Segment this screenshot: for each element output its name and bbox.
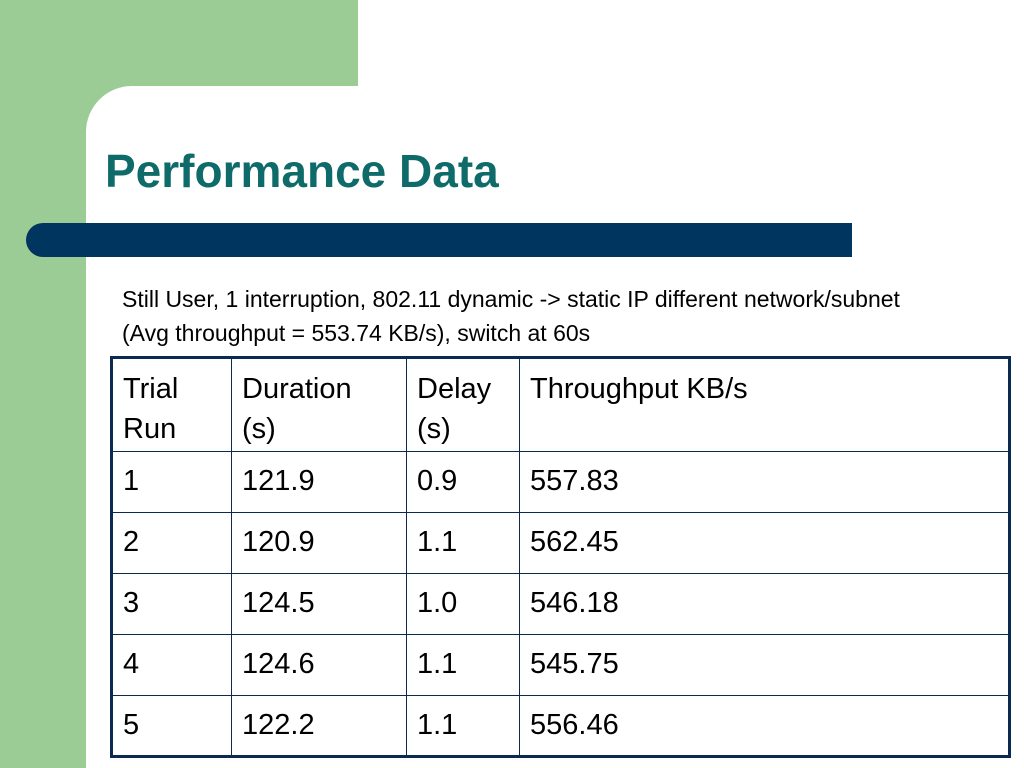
table-row: 3 124.5 1.0 546.18 [111,573,1010,635]
header-line: Run [123,413,177,445]
cell-duration: 120.9 [231,512,407,574]
cell-trial: 4 [111,634,232,696]
header-trial-run: Trial Run [111,357,232,452]
performance-table: Trial Run Duration (s) Delay (s) Through… [110,356,1011,758]
cell-throughput: 562.45 [519,512,1010,574]
title-underline-bar [26,223,852,257]
cell-delay: 1.1 [406,695,520,757]
header-line: Duration [242,373,352,405]
header-throughput: Throughput KB/s [519,357,1010,452]
cell-trial: 3 [111,573,232,635]
header-line: Trial [123,373,179,405]
header-line: Delay [417,373,492,405]
header-duration: Duration (s) [231,357,407,452]
cell-duration: 124.5 [231,573,407,635]
cell-throughput: 557.83 [519,451,1010,513]
cell-throughput: 546.18 [519,573,1010,635]
cell-throughput: 556.46 [519,695,1010,757]
cell-trial: 5 [111,695,232,757]
cell-trial: 1 [111,451,232,513]
table-row: 1 121.9 0.9 557.83 [111,451,1010,513]
cell-delay: 0.9 [406,451,520,513]
slide-subtitle: Still User, 1 interruption, 802.11 dynam… [122,286,900,346]
table-header-row: Trial Run Duration (s) Delay (s) Through… [111,357,1010,452]
header-delay: Delay (s) [406,357,520,452]
top-right-white-area [358,0,1024,86]
cell-trial: 2 [111,512,232,574]
table-row: 5 122.2 1.1 556.46 [111,695,1010,757]
header-line: (s) [242,413,276,445]
cell-throughput: 545.75 [519,634,1010,696]
cell-duration: 121.9 [231,451,407,513]
cell-delay: 1.0 [406,573,520,635]
table-row: 4 124.6 1.1 545.75 [111,634,1010,696]
cell-duration: 124.6 [231,634,407,696]
slide-title: Performance Data [105,145,499,197]
cell-delay: 1.1 [406,634,520,696]
header-line: (s) [417,413,451,445]
header-line: Throughput KB/s [530,373,748,405]
cell-delay: 1.1 [406,512,520,574]
cell-duration: 122.2 [231,695,407,757]
table-row: 2 120.9 1.1 562.45 [111,512,1010,574]
